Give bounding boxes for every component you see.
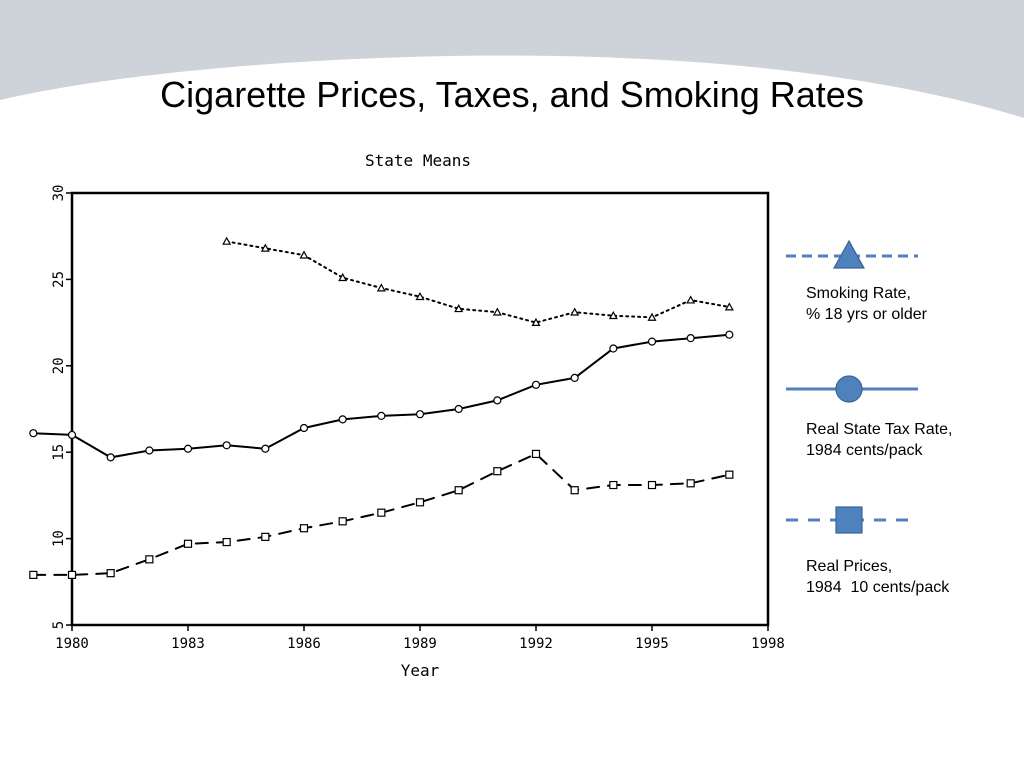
legend-label-line2: % 18 yrs or older — [806, 306, 927, 323]
x-axis: 1980 1983 1986 1989 1992 1995 1998 — [55, 625, 785, 652]
series-line — [225, 240, 731, 324]
chart-title: State Means — [365, 151, 471, 170]
data-point — [377, 411, 386, 421]
data-point — [338, 517, 347, 526]
data-point — [67, 430, 77, 440]
legend-label-line1: Smoking Rate, — [806, 285, 911, 302]
data-point — [493, 467, 502, 476]
legend-symbol-circle — [786, 375, 918, 403]
legend-graphics — [786, 239, 918, 534]
data-point — [647, 337, 657, 346]
data-point — [647, 480, 657, 490]
y-tick-label: 10 — [51, 530, 67, 547]
data-point — [261, 532, 270, 541]
x-axis-label: Year — [401, 661, 440, 680]
series-line — [32, 333, 731, 459]
data-point — [338, 415, 347, 424]
y-axis: 5 10 15 20 25 30 — [51, 185, 72, 629]
data-point — [299, 423, 309, 433]
legend-item-tax-rate: Real State Tax Rate, 1984 cents/pack — [806, 419, 952, 461]
x-tick-label: 1983 — [171, 636, 205, 652]
data-point — [531, 380, 541, 389]
data-point — [570, 373, 579, 382]
data-point — [609, 344, 618, 353]
data-point — [183, 444, 193, 453]
y-tick-label: 25 — [51, 271, 67, 288]
data-point — [531, 449, 541, 459]
data-point — [415, 291, 425, 301]
legend-symbol-triangle — [786, 239, 918, 269]
plot-frame — [70, 191, 770, 627]
header-banner — [0, 0, 1024, 118]
data-point — [376, 283, 386, 292]
data-point — [454, 404, 463, 414]
data-point — [261, 444, 270, 453]
data-point — [145, 446, 154, 455]
legend-item-real-prices: Real Prices, 1984 10 cents/pack — [806, 556, 949, 598]
series-square — [29, 449, 734, 579]
data-point — [415, 410, 425, 419]
data-point — [299, 250, 309, 259]
data-point — [67, 570, 77, 579]
legend-symbol-square — [786, 506, 918, 534]
x-tick-label: 1989 — [403, 636, 437, 652]
data-point — [686, 479, 695, 488]
data-point — [493, 396, 502, 405]
y-tick-label: 15 — [51, 444, 67, 461]
data-point — [725, 330, 734, 339]
legend-marker-square-icon — [835, 506, 863, 534]
data-point — [724, 302, 734, 311]
data-point — [260, 243, 270, 252]
data-point — [609, 480, 618, 490]
x-tick-label: 1995 — [635, 636, 669, 652]
x-tick-label: 1986 — [287, 636, 321, 652]
data-point — [222, 441, 231, 450]
data-point — [686, 334, 695, 343]
x-tick-label: 1998 — [751, 636, 785, 652]
data-point — [415, 498, 425, 507]
series-circle — [29, 330, 734, 462]
slide-title: Cigarette Prices, Taxes, and Smoking Rat… — [160, 74, 864, 115]
data-point — [686, 295, 696, 304]
data-point — [29, 429, 38, 438]
data-point — [222, 537, 231, 547]
legend-label-line2: 1984 10 cents/pack — [806, 579, 950, 596]
data-point — [106, 569, 115, 578]
data-point — [570, 486, 579, 495]
legend-marker-triangle-icon — [832, 239, 866, 269]
data-point — [608, 310, 618, 320]
data-point — [29, 570, 38, 579]
y-tick-label: 20 — [51, 357, 67, 374]
data-point — [492, 307, 502, 316]
data-point — [222, 236, 232, 245]
y-tick-label: 5 — [51, 621, 67, 629]
legend-label-line2: 1984 cents/pack — [806, 442, 923, 459]
series-layer — [29, 236, 734, 579]
legend-label-line1: Real State Tax Rate, — [806, 421, 953, 438]
data-point — [183, 539, 193, 548]
data-point — [531, 317, 541, 326]
data-point — [145, 555, 154, 564]
data-point — [454, 304, 464, 313]
header-banner-shape — [0, 0, 1024, 118]
x-tick-label: 1980 — [55, 636, 89, 652]
x-tick-label: 1992 — [519, 636, 553, 652]
data-point — [570, 307, 580, 316]
data-point — [725, 470, 734, 479]
y-tick-label: 30 — [51, 185, 67, 202]
data-point — [338, 272, 348, 282]
data-point — [454, 486, 463, 495]
data-point — [299, 524, 309, 533]
data-point — [377, 508, 386, 517]
legend-marker-circle-icon — [835, 375, 863, 403]
legend-label-line1: Real Prices, — [806, 558, 893, 575]
data-point — [647, 312, 657, 321]
legend-item-smoking-rate: Smoking Rate, % 18 yrs or older — [806, 283, 927, 325]
data-point — [106, 453, 115, 462]
series-triangle — [222, 236, 734, 326]
